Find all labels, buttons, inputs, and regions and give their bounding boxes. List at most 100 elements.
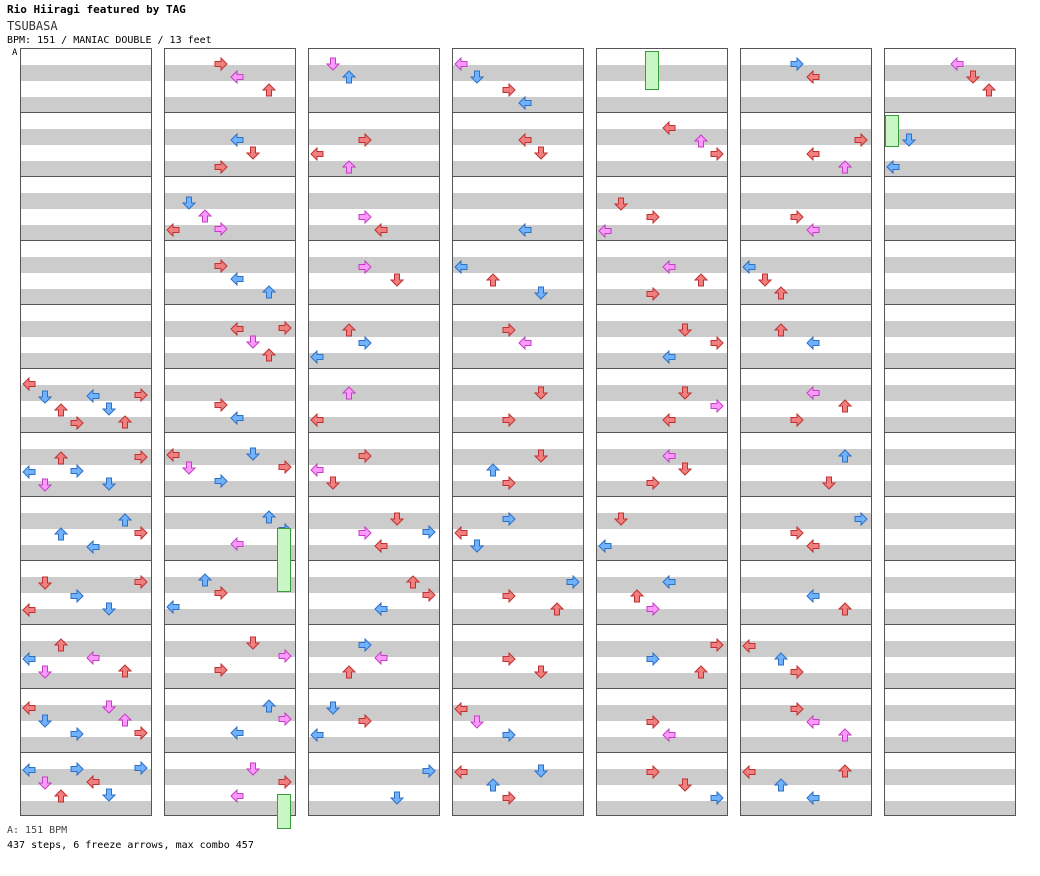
step-arrow-left-icon — [22, 465, 36, 479]
step-arrow-left-icon — [230, 70, 244, 84]
step-arrow-up-icon — [342, 665, 356, 679]
step-arrow-right-icon — [134, 726, 148, 740]
measure-divider — [453, 752, 583, 753]
chart-column-4 — [452, 48, 584, 816]
measure-divider — [741, 752, 871, 753]
step-arrow-right-icon — [790, 413, 804, 427]
step-arrow-up-icon — [262, 285, 276, 299]
measure-divider — [597, 560, 727, 561]
step-arrow-right-icon — [790, 665, 804, 679]
bpm-legend: A: 151 BPM — [7, 825, 68, 836]
measure-divider — [165, 624, 295, 625]
measure-divider — [453, 560, 583, 561]
measure-divider — [885, 176, 1015, 177]
freeze-arrow — [277, 793, 291, 829]
measure-divider — [597, 176, 727, 177]
step-arrow-left-icon — [806, 589, 820, 603]
step-arrow-right-icon — [710, 638, 724, 652]
step-arrow-right-icon — [214, 222, 228, 236]
step-arrow-up-icon — [774, 286, 788, 300]
step-arrow-right-icon — [566, 575, 580, 589]
measure-divider — [741, 432, 871, 433]
step-arrow-up-icon — [262, 510, 276, 524]
step-arrow-left-icon — [230, 726, 244, 740]
measure-divider — [21, 560, 151, 561]
step-arrow-right-icon — [358, 210, 372, 224]
step-arrow-left-icon — [454, 260, 468, 274]
measure-divider — [741, 624, 871, 625]
step-arrow-down-icon — [246, 146, 260, 160]
step-arrow-right-icon — [790, 702, 804, 716]
step-arrow-left-icon — [230, 133, 244, 147]
measure-divider — [21, 240, 151, 241]
measure-divider — [453, 240, 583, 241]
step-arrow-up-icon — [774, 778, 788, 792]
step-arrow-right-icon — [134, 526, 148, 540]
step-arrow-left-icon — [662, 449, 676, 463]
step-arrow-right-icon — [278, 712, 292, 726]
step-arrow-right-icon — [134, 450, 148, 464]
chart-column-6 — [740, 48, 872, 816]
step-arrow-left-icon — [166, 223, 180, 237]
step-arrow-right-icon — [134, 761, 148, 775]
measure-divider — [885, 368, 1015, 369]
step-arrow-left-icon — [310, 728, 324, 742]
step-arrow-right-icon — [358, 526, 372, 540]
measure-divider — [741, 496, 871, 497]
step-arrow-up-icon — [838, 399, 852, 413]
measure-divider — [309, 624, 439, 625]
step-arrow-right-icon — [214, 663, 228, 677]
measure-divider — [885, 688, 1015, 689]
measure-divider — [741, 112, 871, 113]
step-arrow-left-icon — [806, 715, 820, 729]
step-arrow-right-icon — [278, 775, 292, 789]
step-arrow-down-icon — [102, 602, 116, 616]
step-arrow-down-icon — [246, 447, 260, 461]
step-arrow-down-icon — [966, 70, 980, 84]
step-arrow-left-icon — [230, 411, 244, 425]
measure-divider — [597, 688, 727, 689]
step-arrow-right-icon — [134, 575, 148, 589]
measure-divider — [597, 240, 727, 241]
step-arrow-up-icon — [838, 764, 852, 778]
step-arrow-down-icon — [534, 665, 548, 679]
step-arrow-up-icon — [118, 513, 132, 527]
step-arrow-right-icon — [422, 588, 436, 602]
step-arrow-left-icon — [374, 539, 388, 553]
step-arrow-right-icon — [646, 652, 660, 666]
measure-divider — [453, 496, 583, 497]
measure-divider — [885, 432, 1015, 433]
step-arrow-right-icon — [358, 260, 372, 274]
step-arrow-right-icon — [502, 512, 516, 526]
step-arrow-down-icon — [390, 273, 404, 287]
measure-divider — [309, 560, 439, 561]
step-arrow-down-icon — [102, 477, 116, 491]
step-arrow-right-icon — [278, 460, 292, 474]
step-arrow-down-icon — [102, 788, 116, 802]
step-arrow-right-icon — [502, 791, 516, 805]
measure-divider — [453, 176, 583, 177]
measure-divider — [21, 176, 151, 177]
chart-column-5 — [596, 48, 728, 816]
step-arrow-up-icon — [694, 273, 708, 287]
step-arrow-right-icon — [854, 133, 868, 147]
step-arrow-right-icon — [70, 464, 84, 478]
measure-divider — [309, 496, 439, 497]
step-arrow-right-icon — [710, 147, 724, 161]
step-arrow-down-icon — [38, 665, 52, 679]
step-arrow-left-icon — [454, 57, 468, 71]
step-arrow-right-icon — [502, 652, 516, 666]
step-arrow-right-icon — [214, 398, 228, 412]
artist-title: Rio Hiiragi featured by TAG — [7, 3, 186, 16]
step-arrow-left-icon — [742, 639, 756, 653]
step-arrow-left-icon — [310, 413, 324, 427]
step-arrow-left-icon — [518, 133, 532, 147]
step-arrow-down-icon — [182, 196, 196, 210]
step-arrow-left-icon — [374, 602, 388, 616]
step-arrow-down-icon — [678, 778, 692, 792]
measure-divider — [597, 752, 727, 753]
step-arrow-left-icon — [454, 765, 468, 779]
step-arrow-right-icon — [70, 762, 84, 776]
measure-divider — [21, 496, 151, 497]
step-arrow-up-icon — [342, 70, 356, 84]
